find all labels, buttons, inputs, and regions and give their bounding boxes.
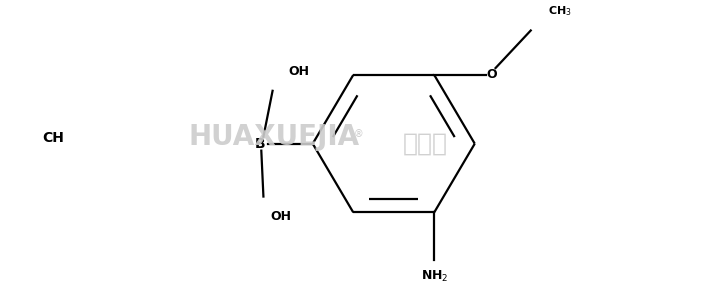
- Text: O: O: [486, 69, 497, 82]
- Text: 化学加: 化学加: [403, 132, 448, 156]
- Text: NH$_2$: NH$_2$: [420, 269, 448, 284]
- Text: OH: OH: [288, 65, 309, 78]
- Text: CH$_3$: CH$_3$: [548, 4, 572, 18]
- Text: OH: OH: [271, 210, 292, 223]
- Text: B: B: [255, 137, 266, 151]
- Text: CH: CH: [43, 131, 65, 145]
- Text: ®: ®: [354, 129, 364, 139]
- Text: HUAXUEJIA: HUAXUEJIA: [188, 123, 359, 151]
